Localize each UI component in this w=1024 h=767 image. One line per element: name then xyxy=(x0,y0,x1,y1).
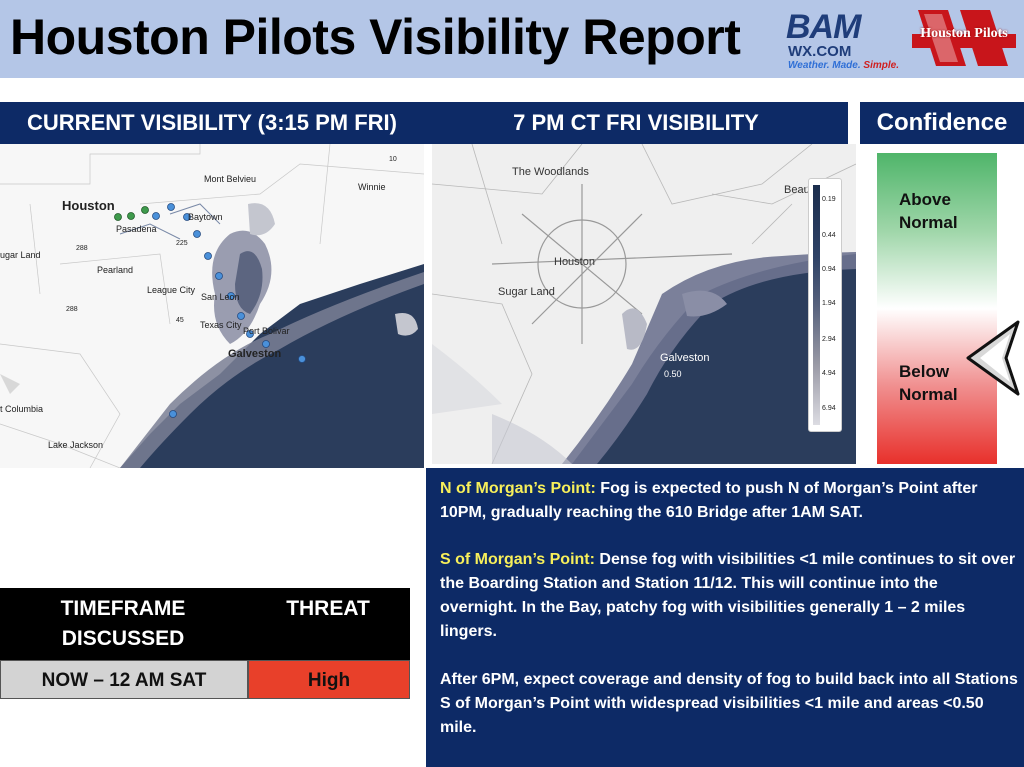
houston-pilots-wordmark: Houston Pilots xyxy=(920,26,1008,41)
map-highway-10: 10 xyxy=(389,156,397,163)
forecast-visibility-map: The Woodlands Houston Sugar Land Galvest… xyxy=(432,144,856,464)
current-visibility-title: CURRENT VISIBILITY (3:15 PM FRI) xyxy=(0,102,424,144)
map-label-san-leon: San Leon xyxy=(201,292,240,302)
map-label-sugar-land: ugar Land xyxy=(0,250,41,260)
legend-value: 2.94 xyxy=(822,336,836,343)
houston-pilots-logo: Houston Pilots xyxy=(908,4,1020,72)
summary-after-6pm: After 6PM, expect coverage and density o… xyxy=(440,671,1018,736)
map-label-galveston-forecast: Galveston xyxy=(660,352,710,364)
confidence-above-label: Above Normal xyxy=(899,190,958,232)
visibility-legend-scale xyxy=(813,185,820,425)
summary-north-label: N of Morgan’s Point: xyxy=(440,480,596,497)
threat-level-cell: High xyxy=(248,660,410,699)
map-label-west-columbia: t Columbia xyxy=(0,404,44,414)
summary-north: N of Morgan’s Point: Fog is expected to … xyxy=(440,477,1018,525)
map-label-baytown: Baytown xyxy=(188,212,223,222)
houston-pilots-emblem xyxy=(912,10,1016,66)
header-bar: Houston Pilots Visibility Report BAM WX.… xyxy=(0,0,1024,78)
bam-logo-wordmark: BAM xyxy=(786,8,861,46)
map-label-houston: Houston xyxy=(62,198,115,213)
bam-logo-tagline: Weather. Made. Simple. xyxy=(788,60,899,71)
map-label-lake-jackson: Lake Jackson xyxy=(48,440,104,450)
forecast-map-graphic xyxy=(432,144,856,464)
summary-south-text: Dense fog with visibilities <1 mile cont… xyxy=(440,551,1016,640)
map-highway-225: 225 xyxy=(176,240,188,247)
confidence-title: Confidence xyxy=(860,102,1024,144)
legend-value: 0.19 xyxy=(822,196,836,203)
map-label-port-bolivar: Port Bolivar xyxy=(243,326,290,336)
visibility-legend: 0.19 0.44 0.94 1.94 2.94 4.94 6.94 xyxy=(808,178,842,432)
map-label-texas-city: Texas City xyxy=(200,320,242,330)
current-visibility-map: Houston Mont Belvieu Winnie Baytown Pasa… xyxy=(0,144,424,468)
map-label-beaumont: Beau xyxy=(784,184,810,196)
map-label-houston-forecast: Houston xyxy=(554,256,595,268)
forecast-visibility-title: 7 PM CT FRI VISIBILITY xyxy=(424,102,848,144)
summary-north-text: Fog is expected to push N of Morgan’s Po… xyxy=(440,480,978,521)
map-label-mont-belvieu: Mont Belvieu xyxy=(204,174,257,184)
confidence-gauge: Above Normal Below Normal xyxy=(877,153,997,464)
legend-value: 6.94 xyxy=(822,405,836,412)
summary-south-label: S of Morgan’s Point: xyxy=(440,551,595,568)
forecast-summary: N of Morgan’s Point: Fog is expected to … xyxy=(426,468,1024,767)
legend-value: 1.94 xyxy=(822,300,836,307)
summary-south: S of Morgan’s Point: Dense fog with visi… xyxy=(440,548,1018,644)
current-map-graphic xyxy=(0,144,424,468)
map-label-galveston: Galveston xyxy=(228,348,282,360)
bam-logo-domain: WX.COM xyxy=(788,43,852,60)
map-highway-288-north: 288 xyxy=(76,245,88,252)
map-label-league-city: League City xyxy=(147,285,196,295)
threat-header: THREAT xyxy=(246,588,410,660)
timeframe-cell: NOW – 12 AM SAT xyxy=(0,660,248,699)
map-highway-45: 45 xyxy=(176,317,184,324)
timeframe-header: TIMEFRAME DISCUSSED xyxy=(0,588,246,660)
map-label-visibility-value: 0.50 xyxy=(664,369,682,379)
legend-value: 0.44 xyxy=(822,232,836,239)
threat-table: TIMEFRAME DISCUSSED THREAT NOW – 12 AM S… xyxy=(0,588,410,701)
map-label-the-woodlands: The Woodlands xyxy=(512,166,589,178)
confidence-below-label: Below Normal xyxy=(899,362,958,404)
confidence-pointer-icon xyxy=(966,320,1020,396)
legend-value: 4.94 xyxy=(822,370,836,377)
map-highway-288-south: 288 xyxy=(66,306,78,313)
map-label-pearland: Pearland xyxy=(97,265,134,275)
map-label-sugar-land-forecast: Sugar Land xyxy=(498,286,555,298)
page-title: Houston Pilots Visibility Report xyxy=(10,9,741,65)
legend-value: 0.94 xyxy=(822,266,836,273)
map-label-winnie: Winnie xyxy=(358,182,386,192)
map-label-pasadena: Pasadena xyxy=(116,224,157,234)
bam-wx-logo: BAM WX.COM Weather. Made. Simple. xyxy=(786,8,904,72)
